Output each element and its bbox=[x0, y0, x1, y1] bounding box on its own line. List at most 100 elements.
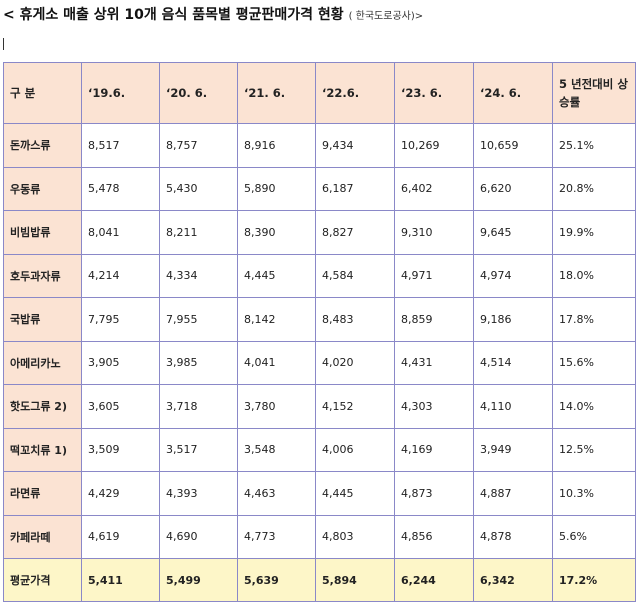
growth-cell: 25.1% bbox=[552, 123, 636, 168]
table-row: 비빔밥류 8,041 8,211 8,390 8,827 9,310 9,645 19.9% bbox=[3, 210, 636, 255]
header-cell: ‘19.6. bbox=[81, 62, 160, 124]
price-cell: 5,411 bbox=[81, 558, 160, 602]
price-cell: 3,605 bbox=[81, 384, 160, 429]
table-row: 우동류 5,478 5,430 5,890 6,187 6,402 6,620 20.8% bbox=[3, 166, 636, 211]
header-cell: ‘22.6. bbox=[315, 62, 395, 124]
price-cell: 4,152 bbox=[315, 384, 395, 429]
table-row: 국밥류 7,795 7,955 8,142 8,483 8,859 9,186 17.8% bbox=[3, 297, 636, 342]
price-cell: 10,269 bbox=[394, 123, 474, 168]
price-cell: 8,859 bbox=[394, 297, 474, 342]
price-cell: 6,342 bbox=[473, 558, 553, 602]
row-label: 호두과자류 bbox=[3, 253, 82, 298]
price-cell: 4,974 bbox=[473, 253, 553, 298]
header-cell: ‘21. 6. bbox=[237, 62, 316, 124]
price-cell: 4,169 bbox=[394, 427, 474, 472]
row-label: 평균가격 bbox=[3, 558, 82, 602]
price-cell: 4,803 bbox=[315, 514, 395, 559]
price-cell: 4,214 bbox=[81, 253, 160, 298]
price-cell: 8,390 bbox=[237, 210, 316, 255]
price-cell: 8,916 bbox=[237, 123, 316, 168]
header-cell: 5 년전대비 상승률 bbox=[552, 62, 636, 124]
table-row: 핫도그류 2) 3,605 3,718 3,780 4,152 4,303 4,110 14.… bbox=[3, 384, 636, 429]
table-row: 호두과자류 4,214 4,334 4,445 4,584 4,971 4,974 18.0% bbox=[3, 253, 636, 298]
price-cell: 4,445 bbox=[237, 253, 316, 298]
growth-cell: 14.0% bbox=[552, 384, 636, 429]
price-cell: 7,955 bbox=[159, 297, 238, 342]
price-cell: 7,795 bbox=[81, 297, 160, 342]
growth-cell: 17.2% bbox=[552, 558, 636, 602]
growth-cell: 18.0% bbox=[552, 253, 636, 298]
price-cell: 5,894 bbox=[315, 558, 395, 602]
price-cell: 5,639 bbox=[237, 558, 316, 602]
price-cell: 3,985 bbox=[159, 340, 238, 385]
price-cell: 5,430 bbox=[159, 166, 238, 211]
growth-cell: 17.8% bbox=[552, 297, 636, 342]
page-title: < 휴게소 매출 상위 10개 음식 품목별 평균판매가격 현황 ( 한국도로공… bbox=[3, 4, 423, 26]
price-cell: 3,517 bbox=[159, 427, 238, 472]
price-cell: 4,006 bbox=[315, 427, 395, 472]
row-label: 카페라떼 bbox=[3, 514, 82, 559]
row-label: 떡꼬치류 1) bbox=[3, 427, 82, 472]
price-cell: 6,187 bbox=[315, 166, 395, 211]
price-cell: 4,773 bbox=[237, 514, 316, 559]
price-cell: 5,499 bbox=[159, 558, 238, 602]
table-row: 카페라떼 4,619 4,690 4,773 4,803 4,856 4,878 5.6% bbox=[3, 514, 636, 559]
header-cell: 구 분 bbox=[3, 62, 82, 124]
row-label: 아메리카노 bbox=[3, 340, 82, 385]
title-text: < 휴게소 매출 상위 10개 음식 품목별 평균판매가격 현황 bbox=[3, 7, 344, 23]
growth-cell: 12.5% bbox=[552, 427, 636, 472]
price-cell: 4,690 bbox=[159, 514, 238, 559]
row-label: 라면류 bbox=[3, 471, 82, 516]
price-cell: 4,334 bbox=[159, 253, 238, 298]
price-cell: 4,393 bbox=[159, 471, 238, 516]
price-cell: 4,445 bbox=[315, 471, 395, 516]
header-cell: ‘23. 6. bbox=[394, 62, 474, 124]
row-label: 핫도그류 2) bbox=[3, 384, 82, 429]
price-cell: 4,463 bbox=[237, 471, 316, 516]
price-cell: 8,142 bbox=[237, 297, 316, 342]
growth-cell: 15.6% bbox=[552, 340, 636, 385]
price-cell: 4,887 bbox=[473, 471, 553, 516]
price-cell: 8,827 bbox=[315, 210, 395, 255]
row-label: 돈까스류 bbox=[3, 123, 82, 168]
price-cell: 4,041 bbox=[237, 340, 316, 385]
price-cell: 4,856 bbox=[394, 514, 474, 559]
price-cell: 9,310 bbox=[394, 210, 474, 255]
price-cell: 3,949 bbox=[473, 427, 553, 472]
price-cell: 3,718 bbox=[159, 384, 238, 429]
price-cell: 8,757 bbox=[159, 123, 238, 168]
price-cell: 3,905 bbox=[81, 340, 160, 385]
table-row: 라면류 4,429 4,393 4,463 4,445 4,873 4,887 10.3% bbox=[3, 471, 636, 516]
table-row: 돈까스류 8,517 8,757 8,916 9,434 10,269 10,659 25.1… bbox=[3, 123, 636, 168]
growth-cell: 19.9% bbox=[552, 210, 636, 255]
price-cell: 9,434 bbox=[315, 123, 395, 168]
growth-cell: 5.6% bbox=[552, 514, 636, 559]
source-note: ( 한국도로공사)> bbox=[348, 11, 424, 22]
price-cell: 6,244 bbox=[394, 558, 474, 602]
price-cell: 5,478 bbox=[81, 166, 160, 211]
price-cell: 5,890 bbox=[237, 166, 316, 211]
price-cell: 4,020 bbox=[315, 340, 395, 385]
row-label: 국밥류 bbox=[3, 297, 82, 342]
price-cell: 4,110 bbox=[473, 384, 553, 429]
header-cell: ‘24. 6. bbox=[473, 62, 553, 124]
price-cell: 4,873 bbox=[394, 471, 474, 516]
text-cursor bbox=[3, 38, 4, 50]
price-cell: 8,483 bbox=[315, 297, 395, 342]
row-label: 비빔밥류 bbox=[3, 210, 82, 255]
growth-cell: 20.8% bbox=[552, 166, 636, 211]
price-cell: 9,186 bbox=[473, 297, 553, 342]
average-row: 평균가격 5,411 5,499 5,639 5,894 6,244 6,342 17.2% bbox=[3, 558, 636, 602]
price-cell: 4,619 bbox=[81, 514, 160, 559]
price-cell: 4,584 bbox=[315, 253, 395, 298]
table-row: 아메리카노 3,905 3,985 4,041 4,020 4,431 4,514 15.6% bbox=[3, 340, 636, 385]
price-cell: 8,517 bbox=[81, 123, 160, 168]
growth-cell: 10.3% bbox=[552, 471, 636, 516]
price-cell: 3,780 bbox=[237, 384, 316, 429]
price-cell: 8,211 bbox=[159, 210, 238, 255]
row-label: 우동류 bbox=[3, 166, 82, 211]
price-cell: 6,402 bbox=[394, 166, 474, 211]
price-cell: 4,971 bbox=[394, 253, 474, 298]
price-cell: 8,041 bbox=[81, 210, 160, 255]
price-cell: 9,645 bbox=[473, 210, 553, 255]
